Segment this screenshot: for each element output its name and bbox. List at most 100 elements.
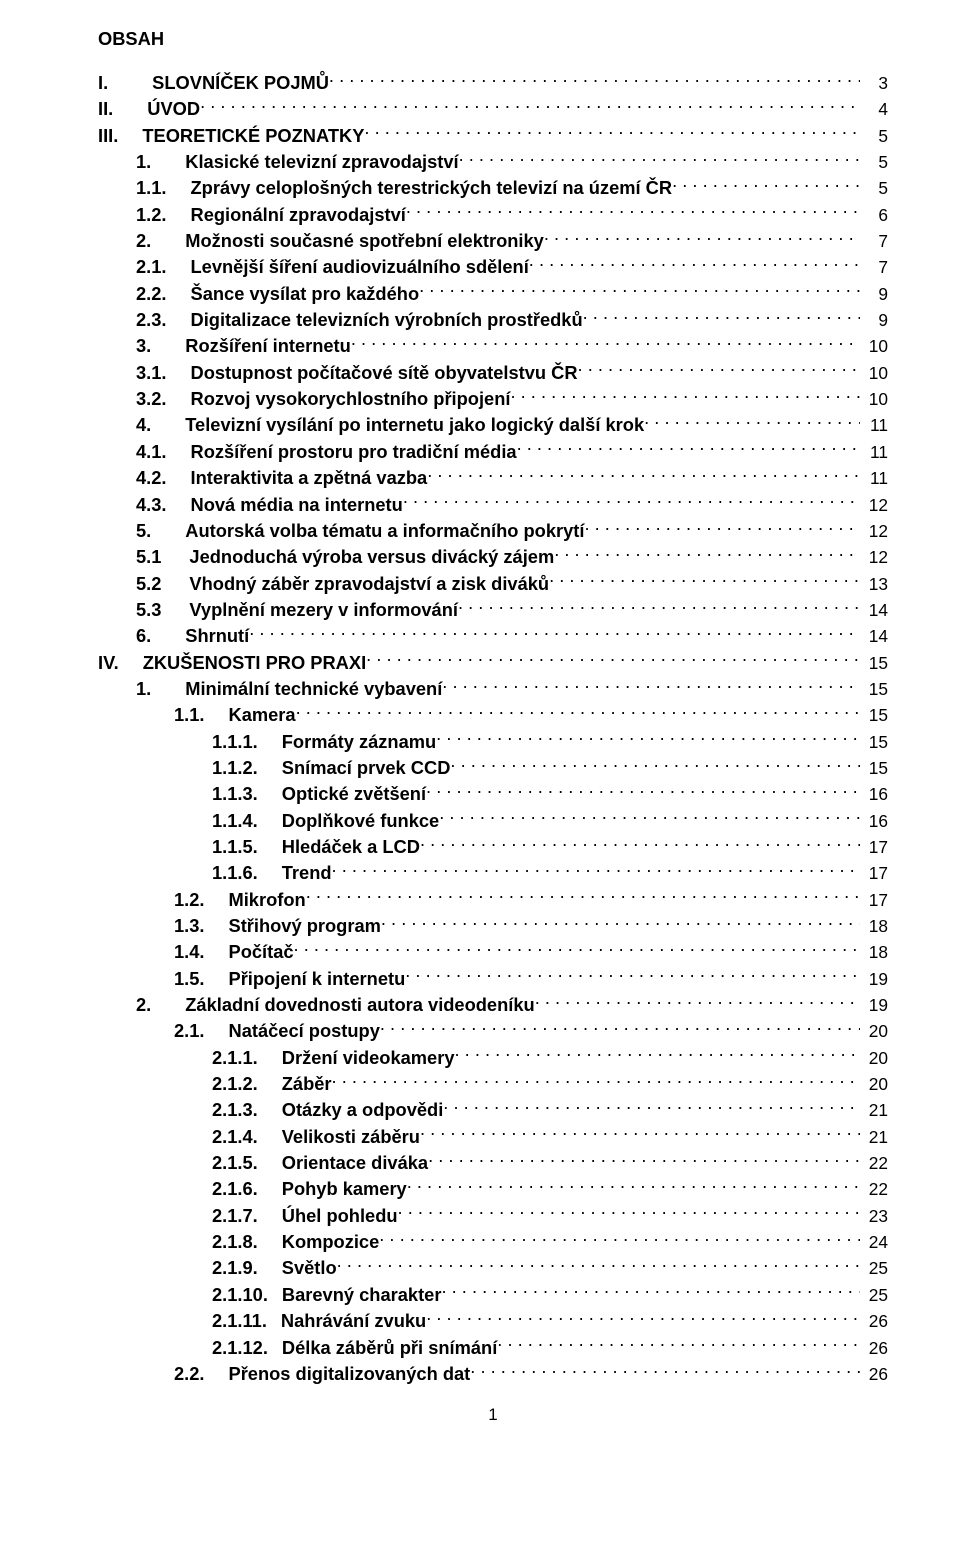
toc-entry-title: Vhodný záběr zpravodajství a zisk diváků	[189, 571, 549, 597]
toc-entry-page: 24	[860, 1230, 888, 1255]
toc-entry-number: 2.1.11.	[212, 1308, 267, 1334]
toc-entry-number: 6.	[136, 623, 151, 649]
toc-entry-number: 1.4.	[174, 939, 205, 965]
toc-leader-dots	[436, 729, 860, 747]
toc-entry-title: Rozšíření prostoru pro tradiční média	[191, 439, 517, 465]
toc-entry-title: Natáčecí postupy	[229, 1018, 380, 1044]
toc-entry-number: 2.1.5.	[212, 1150, 258, 1176]
toc-entry: 2.Možnosti současné spotřební elektronik…	[98, 228, 888, 254]
toc-entry: 4.3.Nová média na internetu12	[98, 492, 888, 518]
toc-leader-dots	[420, 1124, 860, 1142]
toc-entry-number: 1.1.1.	[212, 729, 258, 755]
toc-entry-title: TEORETICKÉ POZNATKY	[142, 123, 364, 149]
toc-entry-title: Trend	[282, 860, 332, 886]
toc-entry-title: Optické zvětšení	[282, 781, 426, 807]
page-number-footer: 1	[98, 1405, 888, 1425]
toc-entry-number: 2.1.	[174, 1018, 205, 1044]
toc-entry: I.SLOVNÍČEK POJMŮ3	[98, 70, 888, 96]
toc-entry-number: 5.2	[136, 571, 161, 597]
toc-entry: 1.2.Regionální zpravodajství6	[98, 202, 888, 228]
toc-entry-page: 20	[860, 1019, 888, 1044]
toc-leader-dots	[442, 677, 860, 695]
toc-entry-page: 15	[860, 756, 888, 781]
toc-entry-title: Orientace diváka	[282, 1150, 428, 1176]
toc-entry-number: 2.1.6.	[212, 1176, 258, 1202]
toc-entry-title: Barevný charakter	[282, 1282, 442, 1308]
toc-entry-page: 5	[860, 150, 888, 175]
toc-entry-title: Dostupnost počítačové sítě obyvatelstvu …	[191, 360, 578, 386]
toc-leader-dots	[455, 1045, 861, 1063]
toc-leader-dots	[407, 1177, 860, 1195]
toc-leader-dots	[554, 545, 860, 563]
toc-leader-dots	[443, 1098, 860, 1116]
toc-leader-dots	[517, 440, 860, 458]
toc-entry: 5.3Vyplnění mezery v informování14	[98, 597, 888, 623]
toc-entry-title: Shrnutí	[185, 623, 249, 649]
toc-entry: 2.1.3.Otázky a odpovědi21	[98, 1097, 888, 1123]
toc-entry-title: Přenos digitalizovaných dat	[229, 1361, 471, 1387]
toc-entry: 1.4.Počítač18	[98, 939, 888, 965]
toc-leader-dots	[398, 1203, 860, 1221]
toc-entry: 2.2.Přenos digitalizovaných dat26	[98, 1361, 888, 1387]
toc-leader-dots	[583, 308, 860, 326]
toc-entry-title: SLOVNÍČEK POJMŮ	[152, 70, 329, 96]
toc-entry-title: Kompozice	[282, 1229, 380, 1255]
toc-leader-dots	[458, 598, 860, 616]
toc-entry: 2.1.9.Světlo25	[98, 1255, 888, 1281]
toc-leader-dots	[249, 624, 860, 642]
toc-entry-number: 1.1.4.	[212, 808, 258, 834]
toc-entry-page: 25	[860, 1283, 888, 1308]
toc-leader-dots	[406, 202, 860, 220]
toc-entry: 2.Základní dovednosti autora videodeníku…	[98, 992, 888, 1018]
toc-entry-page: 15	[860, 703, 888, 728]
toc-entry-page: 12	[860, 519, 888, 544]
toc-entry-page: 11	[860, 466, 888, 491]
toc-leader-dots	[428, 1151, 860, 1169]
toc-entry: 2.1.6.Pohyb kamery22	[98, 1176, 888, 1202]
toc-entry-title: Vyplnění mezery v informování	[189, 597, 458, 623]
toc-leader-dots	[306, 887, 860, 905]
toc-entry-title: Možnosti současné spotřební elektroniky	[185, 228, 544, 254]
toc-entry-page: 7	[860, 255, 888, 280]
toc-entry-number: 1.1.2.	[212, 755, 258, 781]
table-of-contents: I.SLOVNÍČEK POJMŮ3II.ÚVOD4III.TEORETICKÉ…	[98, 70, 888, 1387]
toc-entry-page: 14	[860, 598, 888, 623]
toc-entry-title: Hledáček a LCD	[282, 834, 420, 860]
toc-entry-number: 2.2.	[136, 281, 167, 307]
toc-entry-page: 12	[860, 545, 888, 570]
toc-entry-number: 2.1.7.	[212, 1203, 258, 1229]
toc-entry-title: Základní dovednosti autora videodeníku	[185, 992, 534, 1018]
toc-entry-title: Pohyb kamery	[282, 1176, 407, 1202]
toc-entry-number: 1.1.5.	[212, 834, 258, 860]
toc-entry: 3.Rozšíření internetu10	[98, 333, 888, 359]
toc-entry-number: IV.	[98, 650, 119, 676]
toc-entry-page: 26	[860, 1336, 888, 1361]
toc-leader-dots	[364, 123, 860, 141]
toc-entry-page: 6	[860, 203, 888, 228]
toc-entry-title: Počítač	[229, 939, 294, 965]
toc-entry-page: 10	[860, 361, 888, 386]
toc-leader-dots	[379, 1230, 860, 1248]
toc-entry-number: 2.1.10.	[212, 1282, 268, 1308]
toc-leader-dots	[578, 360, 860, 378]
toc-entry: 1.Minimální technické vybavení15	[98, 676, 888, 702]
toc-entry-page: 26	[860, 1362, 888, 1387]
toc-entry: 2.1.7.Úhel pohledu23	[98, 1203, 888, 1229]
toc-entry-title: Nová média na internetu	[191, 492, 403, 518]
toc-entry-title: Mikrofon	[229, 887, 306, 913]
toc-entry-title: Formáty záznamu	[282, 729, 436, 755]
toc-entry: 6.Shrnutí14	[98, 623, 888, 649]
toc-entry-page: 17	[860, 888, 888, 913]
toc-entry-number: 2.1.3.	[212, 1097, 258, 1123]
toc-leader-dots	[419, 281, 860, 299]
toc-entry: 3.1.Dostupnost počítačové sítě obyvatels…	[98, 360, 888, 386]
toc-entry-page: 3	[860, 71, 888, 96]
toc-entry-title: Televizní vysílání po internetu jako log…	[185, 412, 644, 438]
toc-entry: 1.1.6.Trend17	[98, 860, 888, 886]
toc-entry-title: Nahrávání zvuku	[281, 1308, 426, 1334]
toc-entry-number: 1.2.	[174, 887, 205, 913]
toc-entry: 1.2. Mikrofon 17	[98, 887, 888, 913]
toc-entry-number: 4.2.	[136, 465, 167, 491]
toc-entry: 1.1.Zprávy celoplošných terestrických te…	[98, 175, 888, 201]
toc-entry-number: 2.3.	[136, 307, 167, 333]
